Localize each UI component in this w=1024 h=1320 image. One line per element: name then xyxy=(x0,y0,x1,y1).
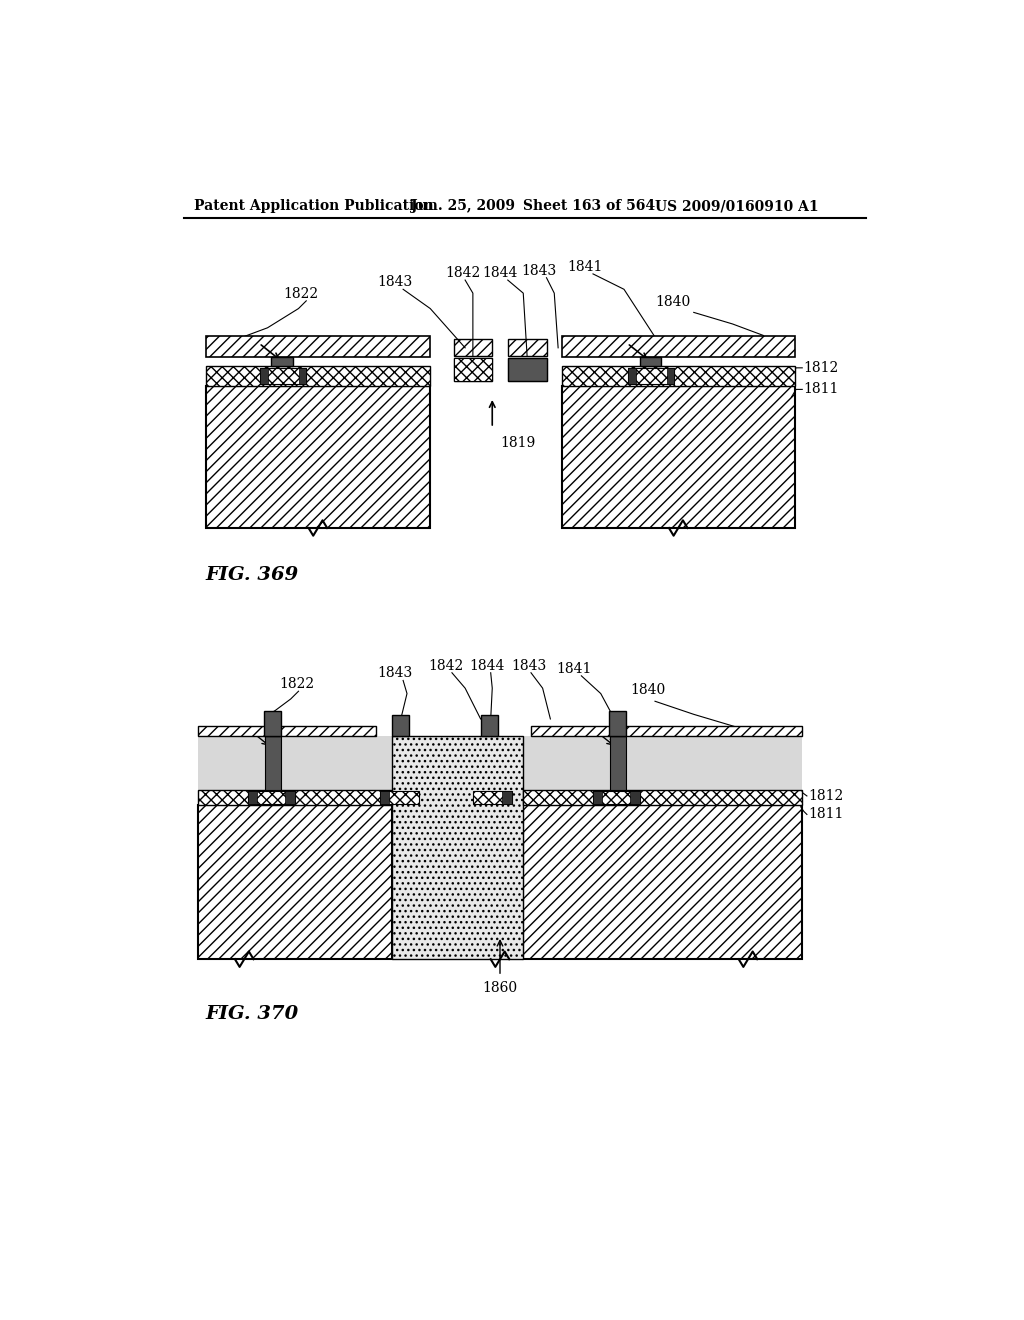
Bar xyxy=(248,792,257,804)
Bar xyxy=(508,358,547,381)
Bar xyxy=(260,368,267,384)
Bar xyxy=(260,368,306,384)
Bar xyxy=(503,792,512,804)
Bar xyxy=(523,789,802,805)
Bar xyxy=(630,792,640,804)
Text: 1843: 1843 xyxy=(521,264,556,277)
Bar xyxy=(610,737,626,789)
Bar xyxy=(454,358,493,381)
Text: 1840: 1840 xyxy=(630,684,666,697)
Bar xyxy=(248,792,295,804)
Bar xyxy=(271,358,293,367)
Bar xyxy=(628,368,636,384)
Bar xyxy=(391,715,409,737)
Bar xyxy=(608,711,626,737)
Text: 1840: 1840 xyxy=(655,294,690,309)
Bar xyxy=(391,737,523,960)
Bar xyxy=(198,805,391,960)
Text: 1844: 1844 xyxy=(482,267,518,280)
Bar xyxy=(593,792,640,804)
Text: 1843: 1843 xyxy=(511,659,546,673)
Text: 1860: 1860 xyxy=(482,981,517,995)
Bar xyxy=(454,339,493,356)
Text: 1843: 1843 xyxy=(378,667,413,681)
Text: FIG. 370: FIG. 370 xyxy=(206,1006,299,1023)
Bar xyxy=(198,737,802,789)
Text: FIG. 369: FIG. 369 xyxy=(206,566,299,585)
Text: Sheet 163 of 564: Sheet 163 of 564 xyxy=(523,199,655,213)
Text: 1822: 1822 xyxy=(283,286,318,301)
Bar xyxy=(531,726,802,737)
Text: 1841: 1841 xyxy=(567,260,603,275)
Bar xyxy=(454,358,493,381)
Text: 1812: 1812 xyxy=(809,789,844,803)
Bar xyxy=(562,335,795,356)
Text: 1844: 1844 xyxy=(469,659,505,673)
Text: 1842: 1842 xyxy=(428,659,464,673)
Bar xyxy=(562,367,795,385)
Bar xyxy=(628,368,675,384)
Text: 1841: 1841 xyxy=(556,661,591,676)
Bar xyxy=(206,385,430,528)
Bar xyxy=(265,737,281,789)
Bar xyxy=(380,792,389,804)
Text: 1811: 1811 xyxy=(804,383,840,396)
Bar xyxy=(640,358,662,367)
Text: 1819: 1819 xyxy=(500,436,536,450)
Bar xyxy=(380,792,419,804)
Bar xyxy=(523,805,802,960)
Text: 1842: 1842 xyxy=(445,267,480,280)
Text: Patent Application Publication: Patent Application Publication xyxy=(194,199,433,213)
Text: 1811: 1811 xyxy=(809,808,844,821)
Text: 1822: 1822 xyxy=(280,677,314,692)
Bar xyxy=(480,715,498,737)
Bar xyxy=(206,335,430,356)
Text: 1843: 1843 xyxy=(378,276,413,289)
Bar xyxy=(198,789,391,805)
Bar xyxy=(263,711,281,737)
Bar xyxy=(299,368,306,384)
Bar xyxy=(667,368,675,384)
Text: Jun. 25, 2009: Jun. 25, 2009 xyxy=(411,199,515,213)
Bar xyxy=(593,792,602,804)
Bar xyxy=(206,367,430,385)
Bar xyxy=(562,385,795,528)
Bar xyxy=(508,339,547,356)
Bar xyxy=(198,726,376,737)
Text: US 2009/0160910 A1: US 2009/0160910 A1 xyxy=(655,199,818,213)
Bar xyxy=(508,358,547,381)
Bar xyxy=(286,792,295,804)
Bar xyxy=(473,792,512,804)
Text: 1812: 1812 xyxy=(804,360,839,375)
